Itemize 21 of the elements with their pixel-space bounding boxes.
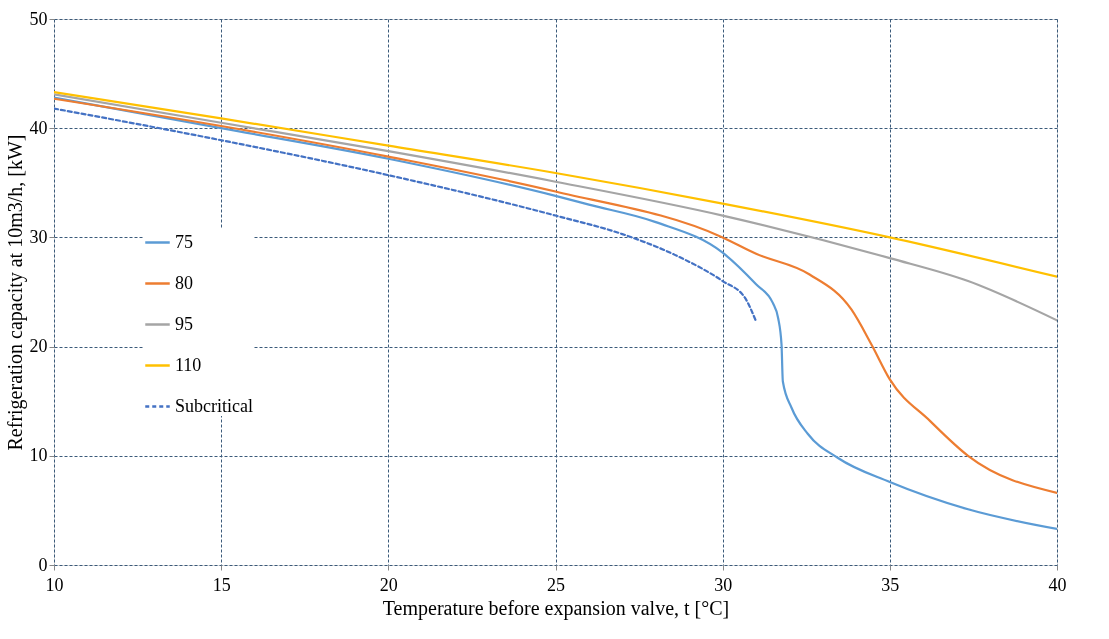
legend-label: 95 [175,313,193,334]
legend-label: Subcritical [175,395,253,416]
line-series [54,91,1057,278]
x-tick-label: 20 [379,574,398,595]
legend-label: 80 [175,272,193,293]
y-tick-label: 40 [29,117,48,138]
y-tick-label: 30 [29,226,48,247]
x-tick-label: 35 [881,574,900,595]
y-tick-label: 0 [38,554,48,575]
x-tick-label: 25 [547,574,565,595]
legend-label: 110 [175,354,202,375]
y-tick-label: 10 [29,445,48,466]
x-tick-label: 40 [1048,574,1067,595]
x-axis-title: Temperature before expansion valve, t [°C] [382,596,730,620]
y-tick-label: 50 [29,8,48,29]
x-tick-label: 30 [714,574,733,595]
x-tick-label: 10 [45,574,64,595]
y-tick-label: 20 [29,336,48,357]
y-axis-title: Refrigeration capacity at 10m3/h, [kW] [3,134,27,451]
x-tick-label: 15 [212,574,231,595]
legend-label: 75 [175,231,193,252]
